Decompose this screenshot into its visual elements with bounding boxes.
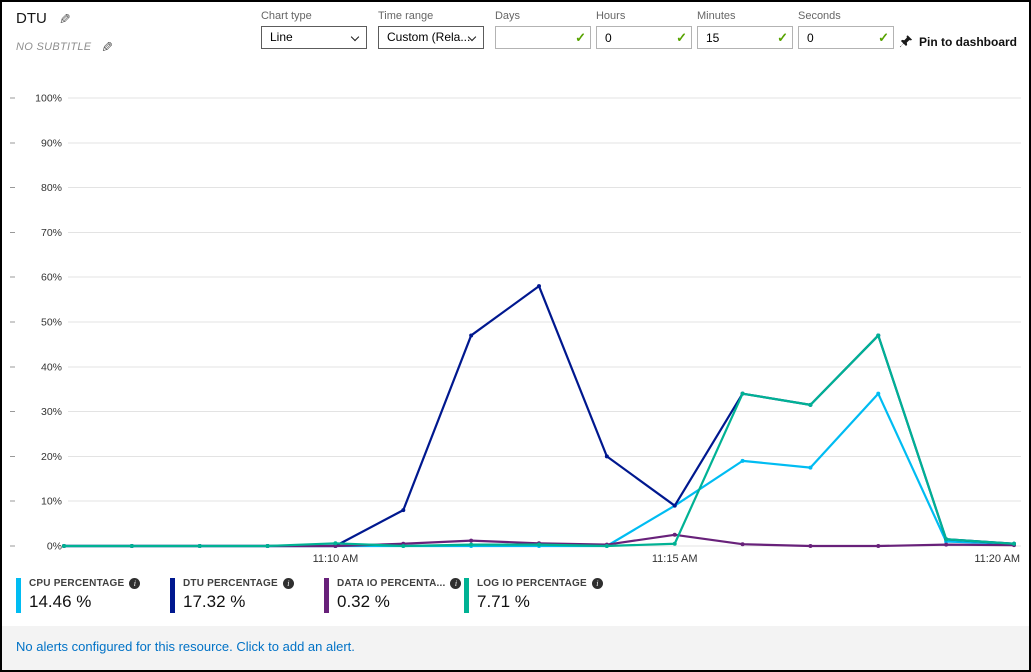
pin-to-dashboard-button[interactable]: Pin to dashboard xyxy=(899,34,1017,49)
metrics-chart: 0% 10% 20% 30% 40% 50% 60% 70% 80% 90% 100% 11:10 A… xyxy=(2,84,1029,568)
svg-text:11:15 AM: 11:15 AM xyxy=(652,553,698,565)
edit-subtitle-pencil-icon[interactable] xyxy=(101,40,113,54)
alerts-bar: No alerts configured for this resource. … xyxy=(2,626,1029,670)
add-alert-link[interactable]: No alerts configured for this resource. … xyxy=(16,639,355,654)
seconds-input[interactable] xyxy=(797,26,894,49)
valid-check-icon xyxy=(575,30,586,46)
chart-type-control: Chart type Line xyxy=(260,10,367,49)
seconds-control: Seconds xyxy=(797,10,894,49)
chart-type-value: Line xyxy=(269,30,293,44)
legend-label: LOG IO PERCENTAGE xyxy=(477,578,587,589)
chart-type-label: Chart type xyxy=(260,10,312,22)
days-control: Days xyxy=(494,10,591,49)
metrics-chart-svg: 0% 10% 20% 30% 40% 50% 60% 70% 80% 90% 100% 11:10 A… xyxy=(10,93,1021,565)
valid-check-icon xyxy=(777,30,788,46)
chart-header: DTU NO SUBTITLE Chart type Line Time ran… xyxy=(2,2,1029,84)
legend-value: 14.46 % xyxy=(29,592,92,611)
svg-text:0%: 0% xyxy=(47,541,62,553)
svg-text:100%: 100% xyxy=(35,93,62,105)
days-label: Days xyxy=(494,10,521,22)
svg-text:70%: 70% xyxy=(41,227,62,239)
chevron-down-icon xyxy=(350,32,360,42)
legend-value: 7.71 % xyxy=(477,592,530,611)
svg-text:60%: 60% xyxy=(41,272,62,284)
legend-item-dtu-percentage[interactable]: DTU PERCENTAGE 17.32 % xyxy=(170,578,324,613)
pin-to-dashboard-label: Pin to dashboard xyxy=(918,34,1017,49)
legend-swatch xyxy=(16,578,21,613)
page-title: DTU xyxy=(16,10,47,27)
pushpin-icon xyxy=(899,35,913,48)
legend-swatch xyxy=(464,578,469,613)
minutes-label: Minutes xyxy=(696,10,736,22)
legend-swatch xyxy=(324,578,329,613)
legend-swatch xyxy=(170,578,175,613)
edit-title-pencil-icon[interactable] xyxy=(59,12,71,26)
hours-label: Hours xyxy=(595,10,626,22)
time-range-label: Time range xyxy=(377,10,434,22)
svg-text:90%: 90% xyxy=(41,137,62,149)
info-icon[interactable] xyxy=(591,578,603,589)
chart-legend: CPU PERCENTAGE 14.46 % DTU PERCENTAGE 17… xyxy=(2,568,1029,619)
minutes-control: Minutes xyxy=(696,10,793,49)
time-range-select[interactable]: Custom (Rela... xyxy=(377,26,484,49)
svg-text:80%: 80% xyxy=(41,182,62,194)
hours-input[interactable] xyxy=(595,26,692,49)
days-input[interactable] xyxy=(494,26,591,49)
legend-label: DATA IO PERCENTA... xyxy=(337,578,446,589)
legend-item-data-io-percentage[interactable]: DATA IO PERCENTA... 0.32 % xyxy=(324,578,464,613)
valid-check-icon xyxy=(878,30,889,46)
legend-value: 0.32 % xyxy=(337,592,390,611)
legend-label: DTU PERCENTAGE xyxy=(183,578,278,589)
svg-text:11:10 AM: 11:10 AM xyxy=(313,553,359,565)
svg-text:40%: 40% xyxy=(41,361,62,373)
hours-control: Hours xyxy=(595,10,692,49)
svg-text:20%: 20% xyxy=(41,451,62,463)
legend-item-cpu-percentage[interactable]: CPU PERCENTAGE 14.46 % xyxy=(16,578,170,613)
legend-item-log-io-percentage[interactable]: LOG IO PERCENTAGE 7.71 % xyxy=(464,578,603,613)
legend-label: CPU PERCENTAGE xyxy=(29,578,125,589)
time-range-control: Time range Custom (Rela... xyxy=(377,10,484,49)
seconds-label: Seconds xyxy=(797,10,841,22)
title-block: DTU NO SUBTITLE xyxy=(16,10,261,54)
info-icon[interactable] xyxy=(129,578,141,589)
svg-text:11:20 AM: 11:20 AM xyxy=(974,553,1020,565)
valid-check-icon xyxy=(676,30,687,46)
svg-text:50%: 50% xyxy=(41,317,62,329)
minutes-input[interactable] xyxy=(696,26,793,49)
page-subtitle: NO SUBTITLE xyxy=(16,41,92,53)
svg-text:30%: 30% xyxy=(41,406,62,418)
legend-value: 17.32 % xyxy=(183,592,246,611)
info-icon[interactable] xyxy=(450,578,462,589)
chart-type-select[interactable]: Line xyxy=(260,26,367,49)
chart-controls: Chart type Line Time range Custom (Rela.… xyxy=(260,10,899,49)
svg-text:10%: 10% xyxy=(41,496,62,508)
time-range-value: Custom (Rela... xyxy=(386,30,471,44)
info-icon[interactable] xyxy=(282,578,294,589)
